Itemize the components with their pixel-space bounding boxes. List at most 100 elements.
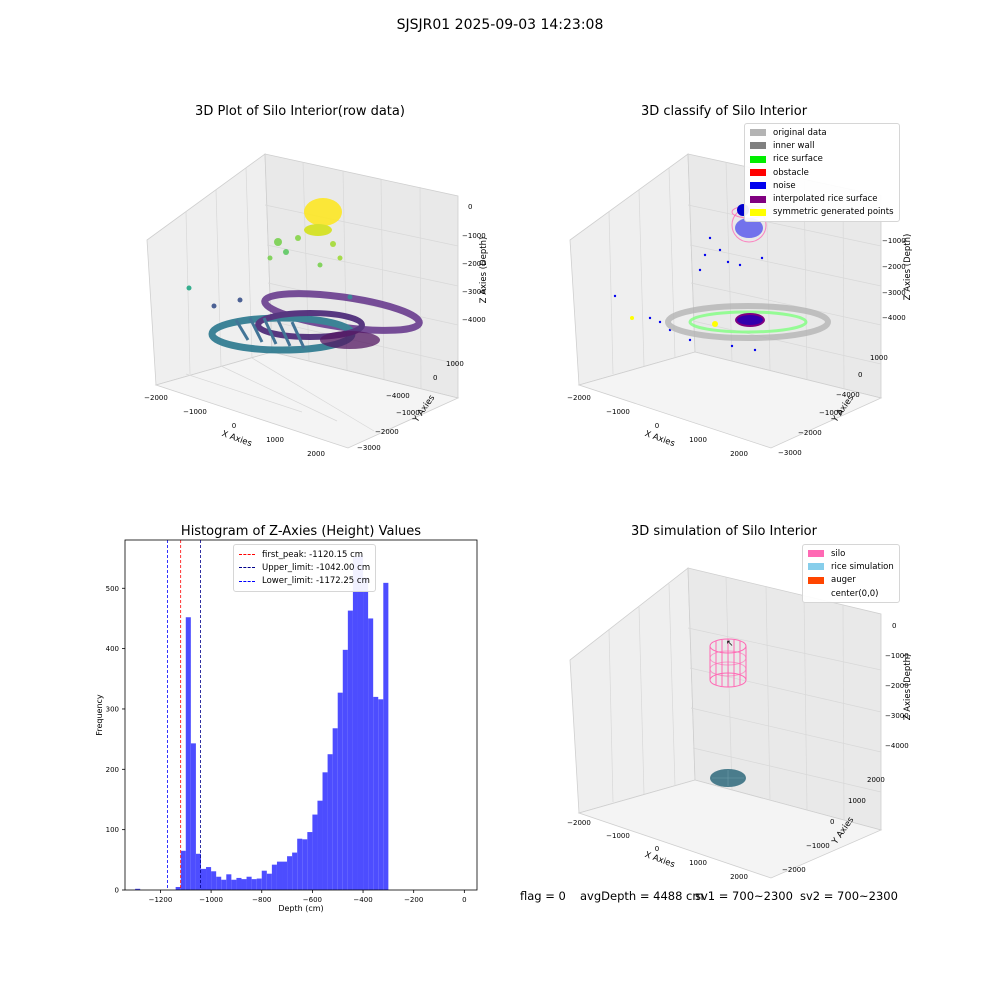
histogram-legend: first_peak: -1120.15 cm Upper_limit: -10…	[233, 544, 377, 592]
histogram-bar	[226, 874, 232, 890]
legend-line	[239, 567, 255, 569]
classify-ztick: −3000	[882, 289, 906, 297]
legend-entry: Upper_limit: -1042.00 cm	[239, 561, 370, 574]
simulation-ztick: −3000	[885, 712, 909, 720]
histogram-bar	[302, 839, 308, 890]
histogram-bar	[216, 876, 222, 890]
simulation-ytick: −2000	[782, 866, 806, 874]
figure-title: SJSJR01 2025-09-03 14:23:08	[396, 17, 604, 33]
raw-ytick: −1000	[396, 409, 420, 417]
classify-xtick: 1000	[689, 436, 707, 444]
flag-text: flag = 0	[520, 889, 566, 903]
histogram-bar	[332, 728, 338, 890]
simulation-xtick: 2000	[730, 873, 748, 881]
histogram-bar	[135, 888, 141, 890]
simulation-legend: silo rice simulation auger center(0,0)	[802, 544, 900, 604]
legend-entry: inner wall	[750, 139, 894, 152]
raw-zlabel: Z Axies (Depth)	[479, 237, 489, 304]
legend-entry: center(0,0)	[808, 587, 894, 600]
histogram-title: Histogram of Z-Axies (Height) Values	[180, 524, 422, 539]
raw-xtick: 1000	[266, 436, 284, 444]
legend-entry: obstacle	[750, 166, 894, 179]
simulation-ztick: −2000	[885, 682, 909, 690]
classify-xtick: −2000	[567, 394, 591, 402]
histogram-bar	[368, 618, 374, 890]
raw-3d-plot: −2000 −1000 0 1000 2000 1000 0 −1000 −20…	[144, 153, 489, 458]
histogram-xtick-label: −800	[252, 896, 271, 904]
legend-entry: symmetric generated points	[750, 206, 894, 219]
histogram-bar	[292, 852, 298, 890]
histogram-ytick-label: 100	[106, 826, 119, 834]
legend-swatch	[808, 590, 824, 597]
simulation-ztick: 0	[892, 622, 896, 630]
simulation-ytick: 1000	[848, 797, 866, 805]
histogram-bar	[282, 861, 288, 890]
histogram-bar	[251, 879, 257, 890]
raw-ztick: −4000	[462, 316, 486, 324]
raw-xlabel: X Axies	[220, 429, 253, 449]
raw-plot-title: 3D Plot of Silo Interior(row data)	[195, 104, 405, 119]
histogram-bar	[307, 832, 313, 890]
simulation-zlabel: Z Axies (Depth)	[903, 654, 913, 721]
histogram-bar	[206, 867, 212, 890]
histogram-bar	[352, 556, 358, 890]
legend-swatch	[750, 169, 766, 177]
histogram-ytick-label: 200	[106, 766, 119, 774]
legend-swatch	[750, 129, 766, 137]
histogram-bar	[342, 649, 348, 890]
histogram-bar	[312, 814, 318, 890]
histogram-xtick-label: −1000	[199, 896, 223, 904]
raw-ytick: −4000	[386, 392, 410, 400]
legend-swatch	[750, 208, 766, 216]
histogram-bar	[246, 876, 252, 890]
raw-ytick: −3000	[357, 444, 381, 452]
histogram-xtick-label: 0	[462, 896, 466, 904]
classify-ztick: −2000	[882, 263, 906, 271]
histogram-bar	[200, 868, 207, 890]
histogram-bar	[231, 879, 237, 890]
histogram-ytick-label: 400	[106, 645, 119, 653]
classify-legend: original data inner wall rice surface ob…	[744, 123, 900, 223]
legend-swatch	[808, 576, 824, 584]
histogram-bar	[363, 577, 369, 890]
histogram-xtick-label: −1200	[149, 896, 173, 904]
raw-ztick: −3000	[462, 288, 486, 296]
raw-xtick: 2000	[307, 450, 325, 458]
simulation-xtick: −2000	[567, 819, 591, 827]
legend-entry: original data	[750, 126, 894, 139]
simulation-xtick: 1000	[689, 859, 707, 867]
classify-ztick: −4000	[882, 314, 906, 322]
histogram-xlabel: Depth (cm)	[278, 904, 323, 913]
raw-ytick: −2000	[375, 428, 399, 436]
classify-3d-plot: −2000 −1000 0 1000 2000 1000 0 −1000 −20…	[567, 153, 913, 458]
histogram-bar	[317, 800, 323, 890]
simulation-ytick: −1000	[806, 842, 830, 850]
raw-ytick: 0	[433, 374, 437, 382]
classify-xlabel: X Axies	[643, 429, 676, 449]
classify-ytick: 1000	[870, 354, 888, 362]
classify-ytick: −1000	[819, 409, 843, 417]
classify-ytick: −3000	[778, 449, 802, 457]
raw-xtick: −1000	[183, 408, 207, 416]
histogram-bar	[190, 743, 196, 890]
classify-xtick: 2000	[730, 450, 748, 458]
histogram-bar	[266, 873, 272, 890]
histogram-bar	[236, 877, 242, 890]
histogram-bar	[261, 870, 267, 890]
histogram-bar	[185, 617, 191, 890]
raw-ztick: 0	[468, 203, 472, 211]
avg-depth-text: avgDepth = 4488 cm	[580, 889, 704, 903]
simulation-plot-title: 3D simulation of Silo Interior	[631, 524, 817, 539]
histogram-xtick-label: −200	[404, 896, 423, 904]
simulation-ytick: 0	[830, 818, 834, 826]
center-marker: ↖	[726, 639, 734, 649]
classify-plot-title: 3D classify of Silo Interior	[640, 104, 808, 119]
simulation-xlabel: X Axies	[643, 850, 676, 870]
classify-ytick: −2000	[798, 429, 822, 437]
histogram-bar	[297, 838, 303, 890]
raw-xtick: −2000	[144, 394, 168, 402]
sv2-text: sv2 = 700~2300	[800, 889, 898, 903]
legend-swatch	[808, 563, 824, 571]
simulation-xtick: −1000	[606, 832, 630, 840]
histogram-bar	[373, 696, 379, 890]
